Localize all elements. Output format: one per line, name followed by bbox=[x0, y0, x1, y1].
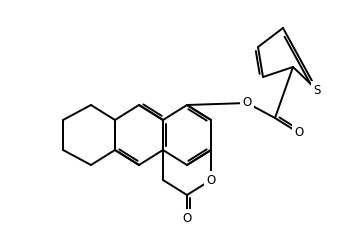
Text: S: S bbox=[313, 83, 321, 96]
Text: O: O bbox=[294, 127, 304, 140]
Text: O: O bbox=[206, 174, 216, 187]
Text: O: O bbox=[242, 96, 252, 109]
Text: O: O bbox=[183, 212, 192, 225]
